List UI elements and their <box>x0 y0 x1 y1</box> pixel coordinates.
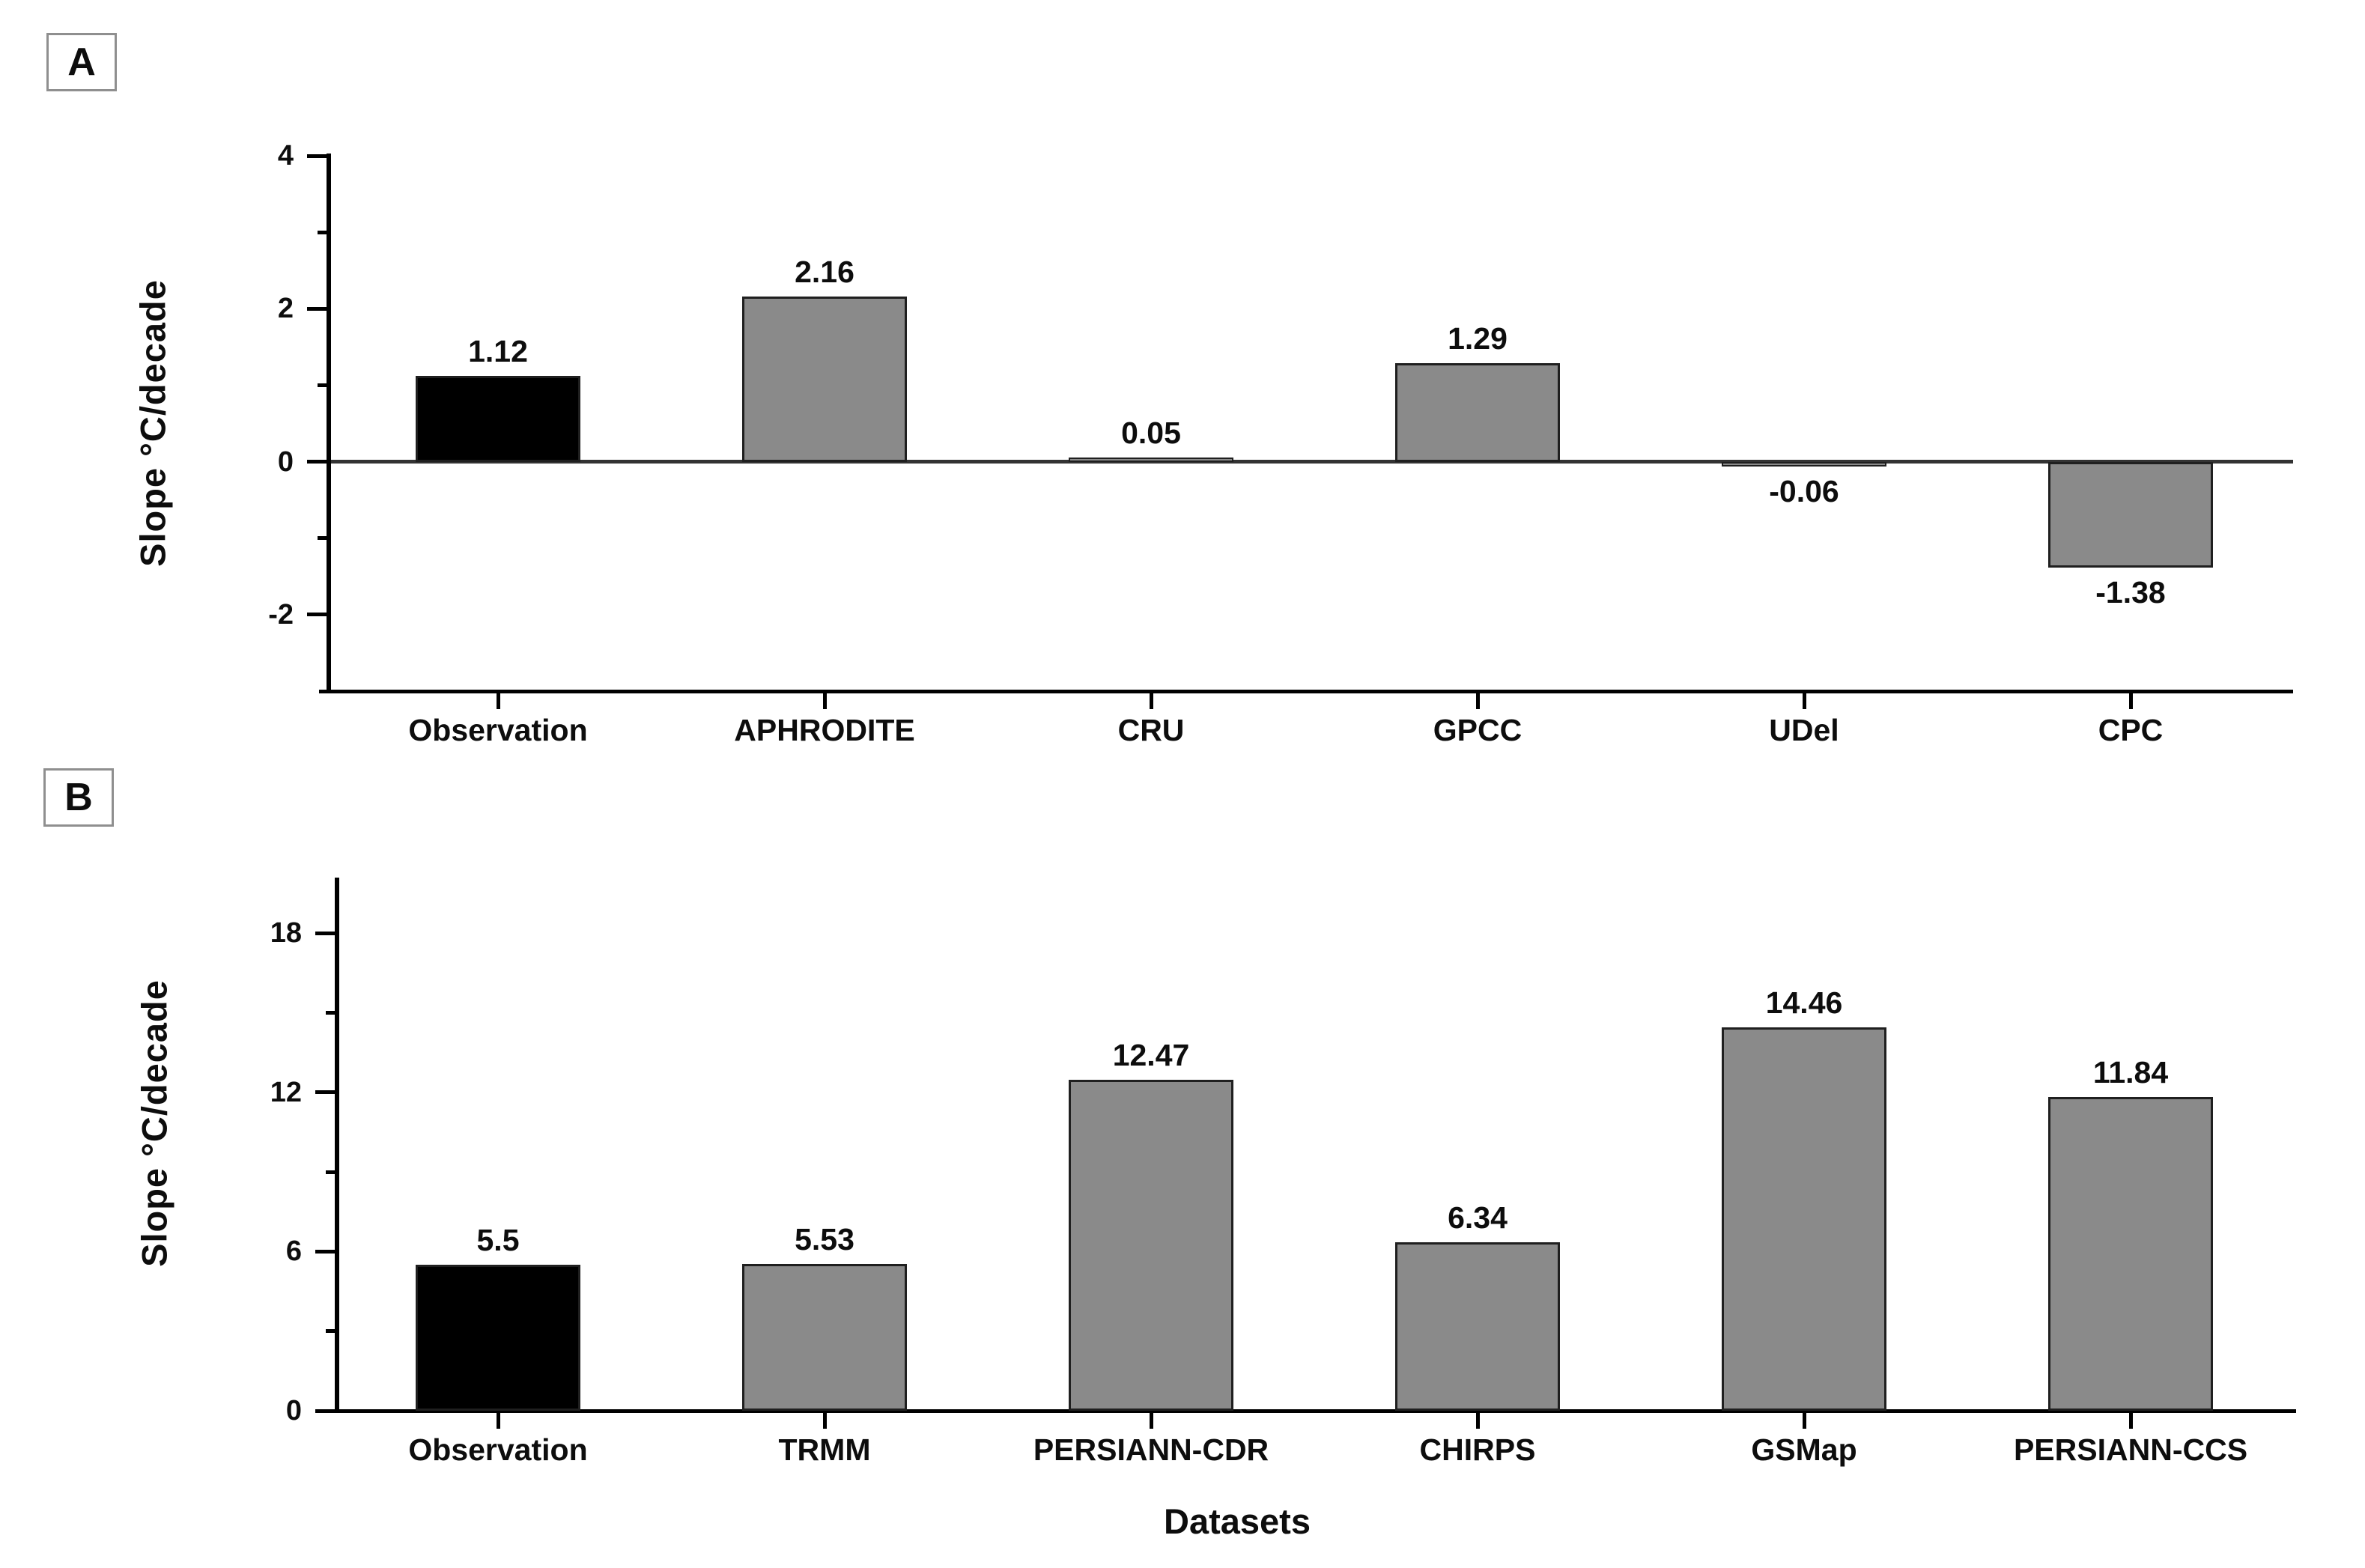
y-major-tick <box>307 613 331 617</box>
x-axis-line <box>327 1409 2296 1413</box>
bar-value-GSMap: 14.46 <box>1765 985 1843 1020</box>
category-label-CPC: CPC <box>2098 713 2164 747</box>
y-major-tick <box>315 1249 339 1254</box>
category-label-CRU: CRU <box>1117 713 1185 747</box>
panel-a-letter: A <box>67 40 96 84</box>
panel-a-y-axis-title: Slope °C/decade <box>133 279 173 567</box>
bar-APHRODITE <box>742 296 907 462</box>
x-axis-line <box>319 689 2293 693</box>
y-tick-label: 4 <box>277 140 294 172</box>
bar-CPC <box>2048 461 2213 568</box>
bar-value-CHIRPS: 6.34 <box>1448 1200 1508 1236</box>
x-category-tick <box>1802 1411 1806 1429</box>
bar-value-CPC: -1.38 <box>2095 574 2166 610</box>
y-minor-tick <box>326 1170 339 1174</box>
bar-value-PERSIANN-CCS: 11.84 <box>2092 1054 2169 1090</box>
bar-PERSIANN-CCS <box>2048 1096 2213 1411</box>
bar-GSMap <box>1722 1027 1886 1411</box>
panel-a-label-box: A <box>46 33 117 91</box>
y-tick-label: 2 <box>277 293 294 325</box>
category-label-GPCC: GPCC <box>1433 713 1522 747</box>
category-label-TRMM: TRMM <box>778 1432 871 1467</box>
bar-value-Observation: 1.12 <box>468 334 528 369</box>
category-label-Observation: Observation <box>408 713 588 747</box>
y-major-tick <box>307 306 331 311</box>
y-minor-tick <box>326 1011 339 1015</box>
y-tick-label: 0 <box>277 446 294 478</box>
y-major-tick <box>307 460 331 464</box>
category-label-PERSIANN-CCS: PERSIANN-CCS <box>2013 1432 2248 1467</box>
x-category-tick <box>2128 691 2133 709</box>
bar-value-TRMM: 5.53 <box>795 1222 854 1257</box>
x-category-tick <box>1149 691 1153 709</box>
x-category-tick <box>1475 1411 1480 1429</box>
y-tick-label: 18 <box>270 917 302 949</box>
x-category-tick <box>822 691 827 709</box>
bar-PERSIANN-CDR <box>1069 1080 1233 1411</box>
panel-b-letter: B <box>64 776 93 819</box>
y-axis-line <box>327 154 331 691</box>
y-tick-label: 6 <box>285 1236 302 1268</box>
y-tick-label: 12 <box>270 1076 302 1108</box>
y-minor-tick <box>318 230 331 234</box>
y-tick-label: -2 <box>268 598 294 630</box>
panel-b-label-box: B <box>43 768 114 827</box>
category-label-UDel: UDel <box>1769 713 1839 747</box>
category-label-GSMap: GSMap <box>1751 1432 1857 1467</box>
category-label-Observation: Observation <box>408 1432 588 1467</box>
bar-value-PERSIANN-CDR: 12.47 <box>1112 1038 1190 1073</box>
x-category-tick <box>2128 1411 2133 1429</box>
bar-GPCC <box>1395 362 1560 462</box>
x-category-tick <box>1149 1411 1153 1429</box>
category-label-CHIRPS: CHIRPS <box>1419 1432 1536 1467</box>
y-major-tick <box>315 931 339 935</box>
y-tick-label: 0 <box>285 1395 302 1426</box>
y-axis-line <box>335 878 339 1411</box>
x-category-tick <box>496 1411 500 1429</box>
x-category-tick <box>822 1411 827 1429</box>
bar-value-Observation: 5.5 <box>476 1223 520 1258</box>
bar-value-UDel: -0.06 <box>1769 473 1839 508</box>
y-major-tick <box>307 154 331 158</box>
category-label-APHRODITE: APHRODITE <box>734 713 915 747</box>
y-minor-tick <box>318 536 331 541</box>
bar-TRMM <box>742 1264 907 1411</box>
zero-line <box>331 460 2293 464</box>
y-minor-tick <box>326 1329 339 1334</box>
bar-UDel <box>1722 461 1886 467</box>
bar-value-APHRODITE: 2.16 <box>795 254 854 289</box>
y-minor-tick <box>318 383 331 387</box>
x-category-tick <box>496 691 500 709</box>
x-category-tick <box>1802 691 1806 709</box>
bar-CRU <box>1069 458 1233 462</box>
bar-Observation <box>416 1265 580 1411</box>
panel-b-y-axis-title: Slope °C/decade <box>134 979 174 1267</box>
y-major-tick <box>315 1090 339 1095</box>
x-category-tick <box>1475 691 1480 709</box>
category-label-PERSIANN-CDR: PERSIANN-CDR <box>1033 1432 1269 1467</box>
bar-value-CRU: 0.05 <box>1121 416 1181 451</box>
bar-Observation <box>416 376 580 462</box>
bar-value-GPCC: 1.29 <box>1448 320 1508 356</box>
panel-b-x-axis-title: Datasets <box>1164 1501 1311 1541</box>
bar-CHIRPS <box>1395 1242 1560 1411</box>
